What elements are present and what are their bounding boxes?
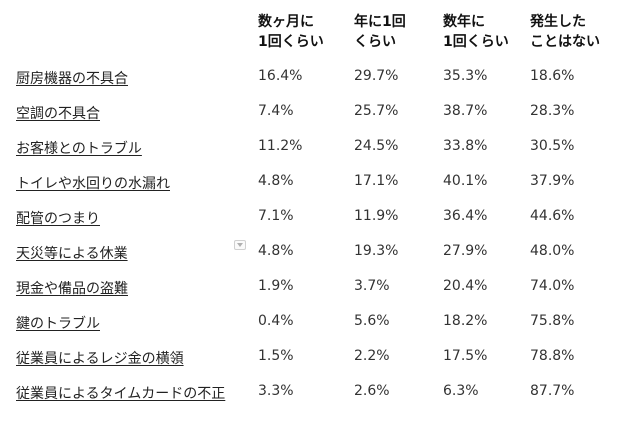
value-cell-r7-c0: 0.4% [258, 313, 294, 329]
value-cell-r4-c0: 7.1% [258, 208, 294, 224]
value-cell-r4-c3: 44.6% [530, 208, 575, 224]
column-header-3: 発生した ことはない [530, 14, 600, 50]
row-label-2[interactable]: お客様とのトラブル [16, 141, 142, 157]
value-cell-r6-c2: 20.4% [443, 278, 488, 294]
value-cell-r0-c0: 16.4% [258, 68, 303, 84]
value-cell-r8-c2: 17.5% [443, 348, 488, 364]
value-cell-r9-c0: 3.3% [258, 383, 294, 399]
value-cell-r6-c3: 74.0% [530, 278, 575, 294]
column-header-1: 年に1回 くらい [354, 14, 406, 50]
value-cell-r6-c0: 1.9% [258, 278, 294, 294]
value-cell-r0-c3: 18.6% [530, 68, 575, 84]
row-label-1[interactable]: 空調の不具合 [16, 106, 100, 122]
value-cell-r8-c3: 78.8% [530, 348, 575, 364]
row-label-9[interactable]: 従業員によるタイムカードの不正 [16, 386, 226, 402]
value-cell-r3-c1: 17.1% [354, 173, 399, 189]
value-cell-r2-c3: 30.5% [530, 138, 575, 154]
row-label-8[interactable]: 従業員によるレジ金の横領 [16, 351, 184, 367]
value-cell-r5-c3: 48.0% [530, 243, 575, 259]
value-cell-r1-c2: 38.7% [443, 103, 488, 119]
value-cell-r1-c0: 7.4% [258, 103, 294, 119]
value-cell-r1-c3: 28.3% [530, 103, 575, 119]
row-label-5[interactable]: 天災等による休業 [16, 246, 128, 262]
value-cell-r3-c3: 37.9% [530, 173, 575, 189]
value-cell-r5-c1: 19.3% [354, 243, 399, 259]
value-cell-r5-c2: 27.9% [443, 243, 488, 259]
value-cell-r3-c2: 40.1% [443, 173, 488, 189]
value-cell-r8-c0: 1.5% [258, 348, 294, 364]
value-cell-r7-c1: 5.6% [354, 313, 390, 329]
value-cell-r9-c2: 6.3% [443, 383, 479, 399]
row-label-4[interactable]: 配管のつまり [16, 211, 100, 227]
value-cell-r5-c0: 4.8% [258, 243, 294, 259]
value-cell-r7-c3: 75.8% [530, 313, 575, 329]
value-cell-r0-c1: 29.7% [354, 68, 399, 84]
value-cell-r1-c1: 25.7% [354, 103, 399, 119]
column-header-0: 数ヶ月に 1回くらい [258, 14, 324, 50]
row-label-6[interactable]: 現金や備品の盗難 [16, 281, 128, 297]
value-cell-r4-c2: 36.4% [443, 208, 488, 224]
value-cell-r8-c1: 2.2% [354, 348, 390, 364]
dropdown-filter-icon[interactable] [234, 240, 246, 250]
row-label-7[interactable]: 鍵のトラブル [16, 316, 100, 332]
row-label-0[interactable]: 厨房機器の不具合 [16, 71, 128, 87]
value-cell-r3-c0: 4.8% [258, 173, 294, 189]
value-cell-r7-c2: 18.2% [443, 313, 488, 329]
value-cell-r2-c1: 24.5% [354, 138, 399, 154]
value-cell-r9-c1: 2.6% [354, 383, 390, 399]
column-header-2: 数年に 1回くらい [443, 14, 509, 50]
value-cell-r4-c1: 11.9% [354, 208, 399, 224]
value-cell-r0-c2: 35.3% [443, 68, 488, 84]
value-cell-r9-c3: 87.7% [530, 383, 575, 399]
value-cell-r6-c1: 3.7% [354, 278, 390, 294]
row-label-3[interactable]: トイレや水回りの水漏れ [16, 176, 170, 192]
value-cell-r2-c2: 33.8% [443, 138, 488, 154]
value-cell-r2-c0: 11.2% [258, 138, 303, 154]
